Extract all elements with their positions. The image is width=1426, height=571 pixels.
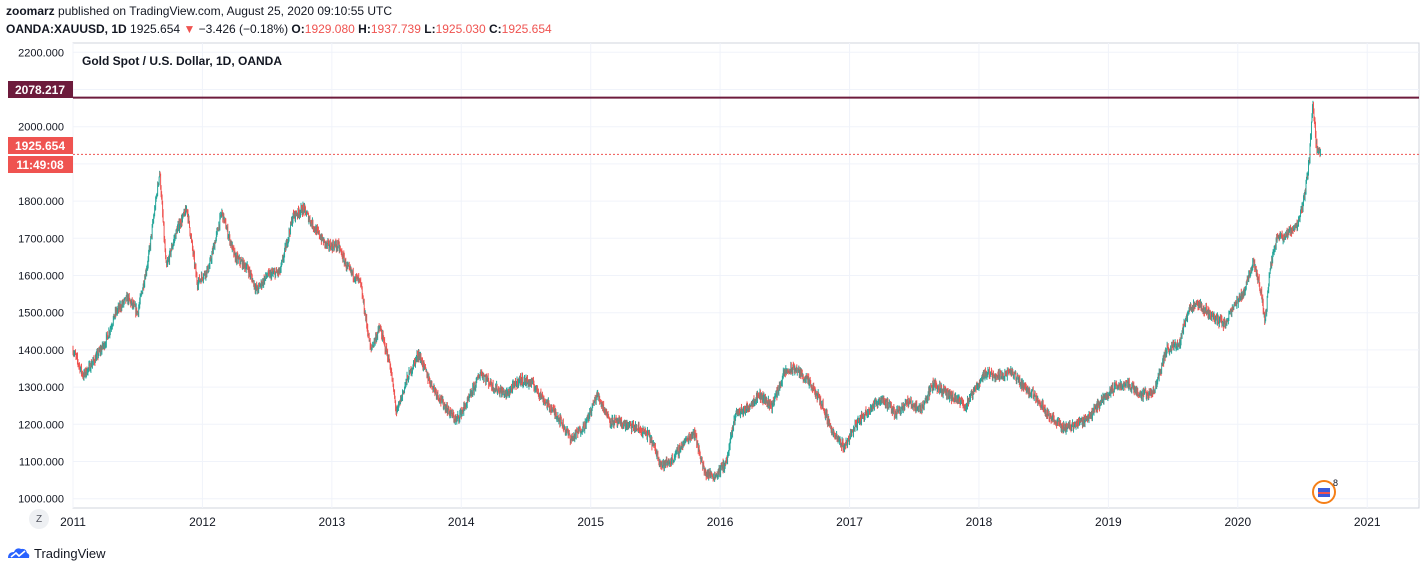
x-axis[interactable]: 2011 2012 2013 2014 2015 2016 2017 2018 2019 2020… xyxy=(60,515,1381,529)
tradingview-cloud-icon xyxy=(8,548,30,558)
last-price-tag-value: 1925.654 xyxy=(15,139,65,153)
close-value: 1925.654 xyxy=(501,22,552,36)
resistance-price-label: 2078.217 xyxy=(15,83,65,97)
published-text: published on TradingView.com, August 25,… xyxy=(58,4,393,18)
x-tick-label: 2011 xyxy=(60,515,86,529)
x-tick-label: 2020 xyxy=(1224,515,1251,529)
y-tick-label: 1100.000 xyxy=(19,457,64,469)
high-value: 1937.739 xyxy=(370,22,421,36)
last-price: 1925.654 xyxy=(130,22,181,36)
x-tick-label: 2013 xyxy=(318,515,345,529)
y-tick-label: 2200.000 xyxy=(18,47,64,59)
y-tick-label: 1200.000 xyxy=(18,419,64,431)
x-tick-label: 2018 xyxy=(966,515,993,529)
x-tick-label: 2017 xyxy=(836,515,863,529)
tradingview-brand: TradingView xyxy=(34,545,106,561)
y-axis[interactable]: 2200.0002100.0002000.0001900.0001800.000… xyxy=(18,47,64,505)
countdown-tag xyxy=(8,156,73,173)
y-tick-label: 1700.000 xyxy=(18,233,64,245)
author-name[interactable]: zoomarz xyxy=(6,4,55,18)
y-tick-label: 2000.000 xyxy=(18,122,64,134)
candles xyxy=(72,100,1321,482)
x-tick-label: 2021 xyxy=(1354,515,1381,529)
y-tick-label: 1300.000 xyxy=(18,382,64,394)
x-tick-label: 2014 xyxy=(448,515,475,529)
tradingview-logo[interactable]: TradingView xyxy=(6,544,106,562)
open-label: O: xyxy=(291,22,305,36)
x-tick-label: 2012 xyxy=(189,515,216,529)
y-tick-label: 1400.000 xyxy=(18,345,64,357)
y-tick-label: 1500.000 xyxy=(18,308,64,320)
symbol-label[interactable]: OANDA:XAUUSD, 1D xyxy=(6,22,127,36)
event-badge[interactable]: 8 xyxy=(1312,478,1340,511)
down-arrow-icon: ▼ xyxy=(183,22,196,36)
overlays xyxy=(73,96,1419,155)
open-value: 1929.080 xyxy=(304,22,355,36)
x-tick-label: 2015 xyxy=(577,515,604,529)
last-price-tag xyxy=(8,137,73,154)
price-change: −3.426 (−0.18%) xyxy=(198,22,289,36)
x-tick-label: 2016 xyxy=(707,515,734,529)
x-tick-label: 2019 xyxy=(1095,515,1122,529)
publish-info: zoomarz published on TradingView.com, Au… xyxy=(6,4,392,18)
symbol-legend: OANDA:XAUUSD, 1D 1925.654 ▼ −3.426 (−0.1… xyxy=(6,22,552,36)
high-label: H: xyxy=(358,22,371,36)
chart-title: Gold Spot / U.S. Dollar, 1D, OANDA xyxy=(82,54,282,68)
close-label: C: xyxy=(488,22,502,36)
grid-lines xyxy=(72,43,1419,508)
countdown-value: 11:49:08 xyxy=(16,158,64,172)
low-label: L: xyxy=(424,22,436,36)
y-tick-label: 1600.000 xyxy=(18,271,64,283)
y-tick-label: 1000.000 xyxy=(18,494,64,506)
zoom-toggle-button[interactable]: Z xyxy=(29,509,49,529)
resistance-price-tag xyxy=(8,81,73,98)
y-tick-label: 1800.000 xyxy=(18,196,64,208)
badge-count: 8 xyxy=(1333,478,1338,488)
low-value: 1925.030 xyxy=(435,22,486,36)
